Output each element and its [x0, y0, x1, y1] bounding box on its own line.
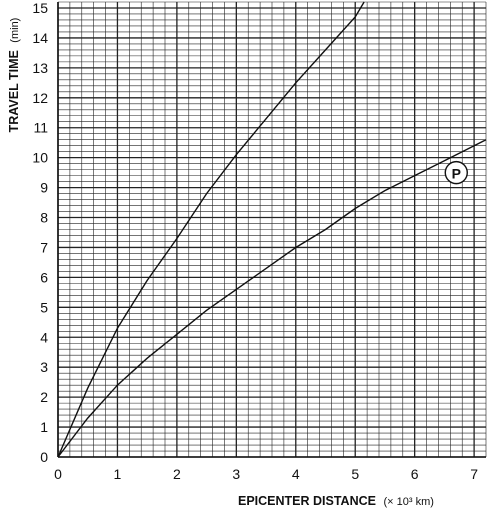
y-tick-label: 1 — [40, 419, 48, 435]
x-tick-label: 3 — [232, 466, 240, 482]
y-tick-label: 5 — [40, 299, 48, 315]
series-annotation: P — [444, 160, 468, 185]
y-tick-label: 11 — [33, 120, 48, 136]
y-tick-label: 2 — [40, 389, 48, 405]
y-axis-label: TRAVEL TIME (min) — [7, 18, 21, 133]
y-tick-label: 13 — [32, 60, 48, 76]
x-tick-label: 4 — [292, 466, 300, 482]
x-tick-label: 6 — [411, 466, 419, 482]
p-label: P — [452, 166, 461, 182]
y-tick-label: 7 — [40, 239, 48, 255]
x-tick-label: 0 — [54, 466, 62, 482]
y-tick-label: 15 — [32, 0, 48, 16]
grid — [57, 1, 487, 458]
x-axis-label-text: EPICENTER DISTANCE — [238, 494, 376, 508]
y-tick-label: 10 — [32, 150, 48, 166]
x-tick-label: 5 — [351, 466, 359, 482]
x-tick-label: 7 — [470, 466, 478, 482]
p-label-circle — [444, 160, 468, 185]
y-tick-label: 3 — [40, 359, 48, 375]
y-tick-label: 14 — [32, 30, 48, 46]
travel-time-curve-p — [57, 139, 487, 458]
y-tick-label: 6 — [40, 269, 48, 285]
y-axis-unit: (min) — [9, 18, 21, 43]
y-tick-label: 12 — [32, 90, 48, 106]
y-tick-label: 8 — [40, 210, 48, 226]
x-tick-label: 1 — [114, 466, 122, 482]
y-axis-label-text: TRAVEL TIME — [7, 50, 21, 132]
y-tick-label: 0 — [40, 449, 48, 465]
y-tick-label: 9 — [40, 180, 48, 196]
curves — [57, 1, 487, 458]
y-tick-label: 4 — [40, 329, 48, 345]
x-axis-label: EPICENTER DISTANCE (× 10³ km) — [238, 494, 434, 508]
x-axis-unit: (× 10³ km) — [383, 496, 433, 508]
travel-time-curve-upper — [57, 1, 365, 458]
x-tick-labels: 0 1 2 3 4 5 6 7 — [54, 466, 478, 482]
x-tick-label: 2 — [173, 466, 181, 482]
